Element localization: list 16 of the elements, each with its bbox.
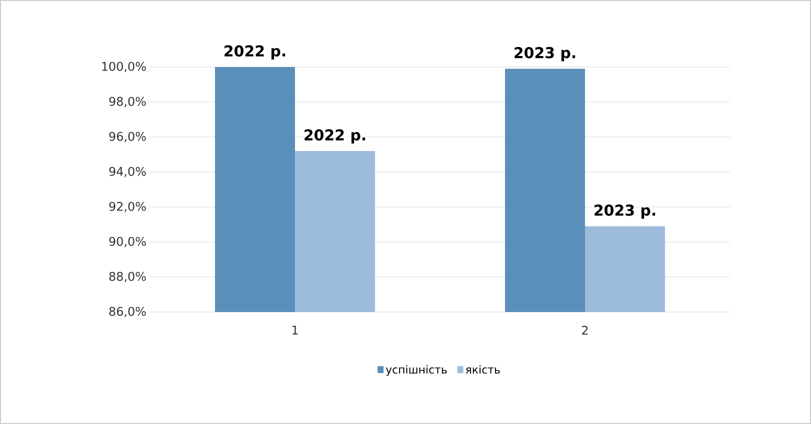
legend-label: успішність: [386, 365, 447, 376]
annotation: 2023 р.: [514, 47, 576, 62]
y-tick-label: 98,0%: [109, 96, 146, 108]
x-tick-label: 2: [582, 326, 588, 335]
legend-label: якість: [466, 365, 500, 374]
annotation: 2023 р.: [594, 204, 656, 219]
annotation: 2022 р.: [224, 45, 286, 60]
annotation: 2022 р.: [304, 129, 366, 144]
y-tick-label: 94,0%: [109, 166, 146, 178]
y-tick-label: 86,0%: [109, 306, 146, 318]
y-tick-label: 100,0%: [102, 62, 146, 72]
y-tick-label: 88,0%: [109, 272, 146, 282]
y-tick-label: 96,0%: [109, 132, 146, 142]
y-tick-label: 90,0%: [109, 236, 146, 248]
y-tick-label: 92,0%: [109, 202, 146, 212]
x-tick-label: 1: [292, 326, 298, 334]
